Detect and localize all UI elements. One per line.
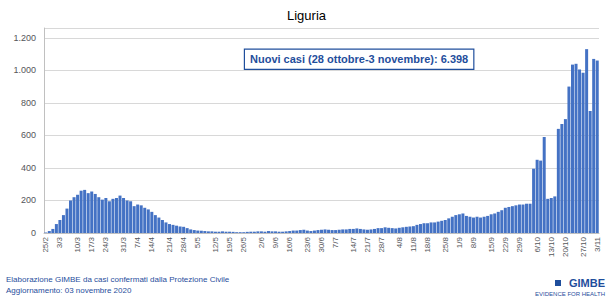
- svg-text:19/5: 19/5: [225, 236, 234, 252]
- svg-text:9/6: 9/6: [271, 236, 280, 248]
- svg-text:22/9: 22/9: [501, 236, 510, 252]
- svg-text:28/4: 28/4: [179, 236, 188, 252]
- svg-text:14/7: 14/7: [349, 236, 358, 252]
- svg-text:5/5: 5/5: [193, 236, 202, 248]
- svg-text:27/10: 27/10: [579, 236, 588, 257]
- svg-text:2/6: 2/6: [257, 236, 266, 248]
- svg-text:8/9: 8/9: [469, 236, 478, 248]
- svg-text:17/3: 17/3: [87, 236, 96, 252]
- svg-text:Aggiornamento: 03 novembre 202: Aggiornamento: 03 novembre 2020: [6, 286, 132, 295]
- svg-text:16/6: 16/6: [285, 236, 294, 252]
- svg-text:400: 400: [21, 163, 36, 173]
- svg-text:20/10: 20/10: [561, 236, 570, 257]
- svg-text:18/8: 18/8: [423, 236, 432, 252]
- svg-text:25/8: 25/8: [441, 236, 450, 252]
- svg-text:0: 0: [31, 228, 36, 238]
- svg-text:29/9: 29/9: [515, 236, 524, 252]
- svg-text:GIMBE: GIMBE: [569, 277, 605, 289]
- svg-text:600: 600: [21, 130, 36, 140]
- svg-text:31/3: 31/3: [119, 236, 128, 252]
- svg-text:21/4: 21/4: [165, 236, 174, 252]
- svg-text:1.200: 1.200: [13, 33, 36, 43]
- svg-text:23/6: 23/6: [303, 236, 312, 252]
- svg-text:800: 800: [21, 98, 36, 108]
- svg-text:14/4: 14/4: [147, 236, 156, 252]
- svg-text:21/7: 21/7: [363, 236, 372, 252]
- svg-text:25/2: 25/2: [41, 236, 50, 252]
- svg-text:3/3: 3/3: [55, 236, 64, 248]
- svg-text:6/10: 6/10: [533, 236, 542, 252]
- svg-text:13/10: 13/10: [547, 236, 556, 257]
- svg-text:Nuovi casi (28 ottobre-3 novem: Nuovi casi (28 ottobre-3 novembre): 6.39…: [250, 53, 468, 65]
- svg-text:EVIDENCE FOR HEALTH: EVIDENCE FOR HEALTH: [535, 291, 605, 297]
- svg-text:7/7: 7/7: [331, 236, 340, 248]
- svg-text:12/5: 12/5: [211, 236, 220, 252]
- svg-text:11/8: 11/8: [409, 236, 418, 252]
- svg-text:3/11: 3/11: [593, 236, 602, 252]
- svg-text:1/9: 1/9: [455, 236, 464, 248]
- svg-text:15/9: 15/9: [487, 236, 496, 252]
- svg-text:1.000: 1.000: [13, 65, 36, 75]
- svg-text:28/7: 28/7: [377, 236, 386, 252]
- svg-text:Elaborazione GIMBE da casi con: Elaborazione GIMBE da casi confermati da…: [6, 275, 230, 284]
- svg-text:7/4: 7/4: [133, 236, 142, 248]
- svg-text:200: 200: [21, 195, 36, 205]
- svg-text:4/8: 4/8: [395, 236, 404, 248]
- svg-text:30/6: 30/6: [317, 236, 326, 252]
- svg-text:26/5: 26/5: [239, 236, 248, 252]
- svg-text:10/3: 10/3: [73, 236, 82, 252]
- svg-text:Liguria: Liguria: [287, 8, 327, 23]
- svg-text:24/3: 24/3: [101, 236, 110, 252]
